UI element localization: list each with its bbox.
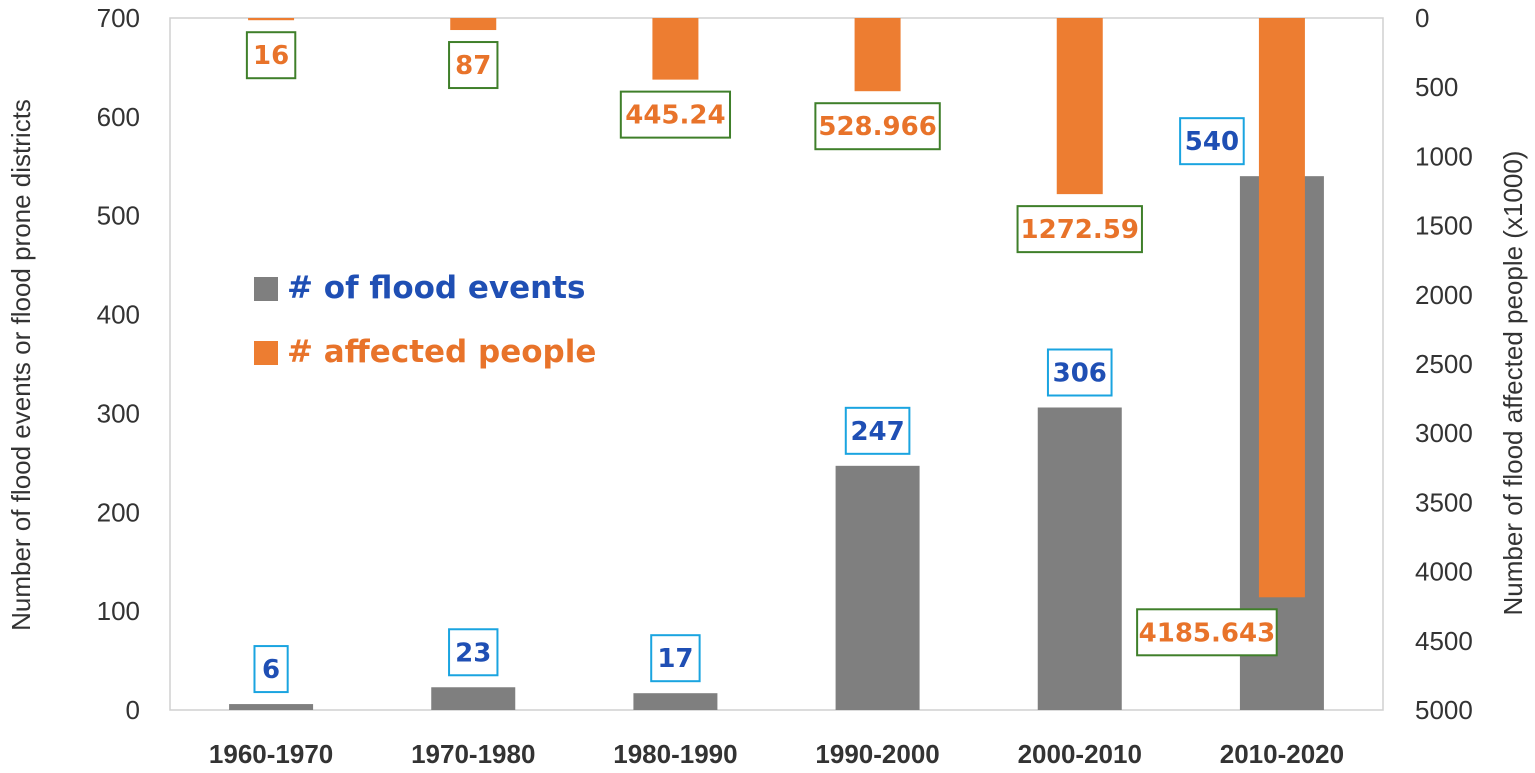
legend: # of flood events # affected people <box>254 270 596 370</box>
x-tick-label: 1970-1980 <box>411 739 535 769</box>
flood-events-label: 17 <box>657 644 693 674</box>
flood-events-label-box <box>844 406 911 455</box>
left-tick-label: 0 <box>126 695 140 725</box>
right-tick-label: 500 <box>1415 72 1458 102</box>
flood-events-bar <box>229 704 314 710</box>
affected-people-label-box <box>1136 608 1278 657</box>
flood-events-label: 306 <box>1053 358 1107 388</box>
left-tick-label: 700 <box>97 3 140 33</box>
flood-events-label-box <box>650 634 701 683</box>
left-tick-label: 600 <box>97 102 140 132</box>
flood-events-label-box <box>253 645 289 694</box>
left-axis-title: Number of flood events or flood prone di… <box>6 99 36 631</box>
affected-people-label-box <box>619 90 732 139</box>
affected-people-data-labels: 16 87 445.24 528.966 1272.59 4185.643 <box>245 31 1278 657</box>
flood-events-bar <box>835 465 920 710</box>
affected-people-label-box <box>814 102 941 151</box>
flood-events-label-box <box>448 628 499 677</box>
affected-people-label-box <box>245 31 297 80</box>
right-tick-label: 1000 <box>1415 141 1473 171</box>
flood-events-label: 23 <box>455 638 491 668</box>
affected-people-bar <box>1258 18 1305 598</box>
affected-people-label: 1272.59 <box>1021 215 1139 245</box>
legend-swatch-flood-events <box>254 277 278 301</box>
left-tick-label: 500 <box>97 201 140 231</box>
right-tick-label: 3000 <box>1415 418 1473 448</box>
left-tick-label: 300 <box>97 398 140 428</box>
affected-people-bar <box>248 18 295 21</box>
flood-events-label-box <box>1179 117 1245 166</box>
flood-events-label: 540 <box>1185 127 1239 157</box>
x-axis-ticks: 1960-1970 1970-1980 1980-1990 1990-2000 2000… <box>209 739 1344 769</box>
right-axis-title: Number of flood affected people (x1000) <box>1498 151 1528 616</box>
flood-events-bar <box>1037 407 1122 710</box>
x-tick-label: 1990-2000 <box>815 739 939 769</box>
legend-label-affected-people: # affected people <box>287 334 596 370</box>
right-tick-label: 1500 <box>1415 211 1473 241</box>
flood-events-label: 247 <box>850 417 904 447</box>
right-tick-label: 4500 <box>1415 626 1473 656</box>
right-tick-label: 0 <box>1415 3 1429 33</box>
flood-events-label-box <box>1046 348 1113 397</box>
flood-events-label: 6 <box>262 655 280 685</box>
affected-people-label: 528.966 <box>818 112 936 142</box>
x-tick-label: 2000-2010 <box>1018 739 1142 769</box>
x-tick-label: 1960-1970 <box>209 739 333 769</box>
flood-events-bar <box>633 693 718 710</box>
plot-area-border <box>169 17 1384 711</box>
flood-events-data-labels: 6 23 17 247 306 540 <box>253 117 1245 694</box>
plot-area <box>169 17 1384 711</box>
right-tick-label: 2500 <box>1415 349 1473 379</box>
legend-label-flood-events: # of flood events <box>287 270 586 306</box>
affected-people-label-box <box>1016 205 1143 254</box>
right-axis-ticks: 0 500 1000 1500 2000 2500 3000 3500 4000 4500 5000 <box>1415 3 1473 725</box>
affected-people-bar <box>450 18 497 31</box>
left-tick-label: 200 <box>97 497 140 527</box>
affected-people-bar <box>1056 18 1103 195</box>
affected-people-label-box <box>448 41 499 90</box>
affected-people-bar <box>652 18 699 80</box>
x-tick-label: 1980-1990 <box>613 739 737 769</box>
x-tick-label: 2010-2020 <box>1220 739 1344 769</box>
left-tick-label: 400 <box>97 300 140 330</box>
affected-people-label: 445.24 <box>625 101 725 131</box>
affected-people-label: 4185.643 <box>1139 618 1276 648</box>
flood-events-bar <box>431 687 516 710</box>
right-tick-label: 4000 <box>1415 557 1473 587</box>
affected-people-bar <box>854 18 901 92</box>
right-tick-label: 5000 <box>1415 695 1473 725</box>
affected-people-label: 87 <box>455 51 491 81</box>
legend-swatch-affected-people <box>254 341 278 365</box>
affected-people-series <box>248 18 1305 598</box>
right-tick-label: 2000 <box>1415 280 1473 310</box>
affected-people-label: 16 <box>253 41 289 71</box>
left-tick-label: 100 <box>97 596 140 626</box>
right-tick-label: 3500 <box>1415 487 1473 517</box>
left-axis-ticks: 0 100 200 300 400 500 600 700 <box>97 3 140 725</box>
